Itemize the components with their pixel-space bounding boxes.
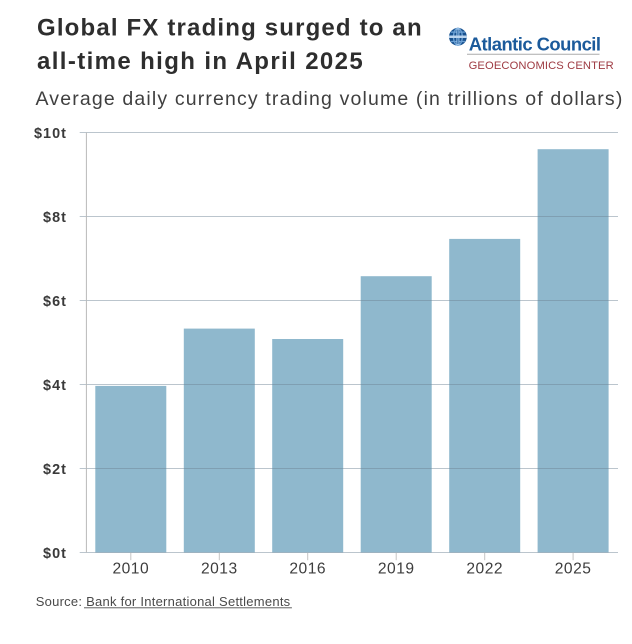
svg-text:$0t: $0t [43,546,67,562]
svg-text:2022: 2022 [466,560,503,577]
svg-text:Global FX trading surged to an: Global FX trading surged to an [37,15,423,42]
svg-text:$4t: $4t [43,378,67,394]
svg-text:$8t: $8t [43,210,67,226]
svg-text:2019: 2019 [378,560,415,577]
svg-text:GEOECONOMICS CENTER: GEOECONOMICS CENTER [469,60,614,72]
svg-text:$2t: $2t [43,462,67,478]
svg-text:$6t: $6t [43,294,67,310]
svg-text:2016: 2016 [289,560,326,577]
svg-text:$10t: $10t [34,126,67,142]
svg-text:2013: 2013 [201,560,238,577]
svg-text:Source: Bank for International: Source: Bank for International Settlemen… [36,594,291,609]
svg-text:2010: 2010 [112,560,149,577]
svg-text:2025: 2025 [555,560,592,577]
svg-text:Average daily currency trading: Average daily currency trading volume (i… [36,88,624,110]
svg-text:all-time high in April 2025: all-time high in April 2025 [37,48,364,75]
svg-text:Atlantic Council: Atlantic Council [469,34,601,55]
